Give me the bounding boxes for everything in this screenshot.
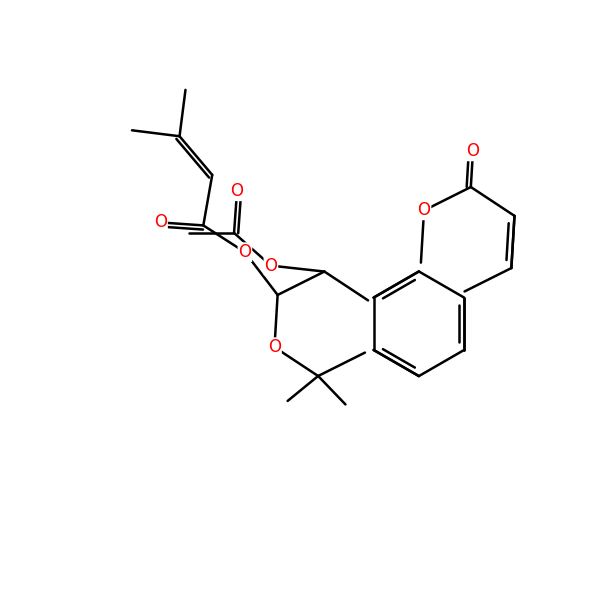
Text: O: O (268, 338, 281, 356)
Text: O: O (154, 214, 167, 232)
Text: O: O (466, 142, 479, 160)
Text: O: O (230, 182, 244, 200)
Text: O: O (238, 243, 251, 261)
Text: O: O (418, 202, 431, 220)
Text: O: O (265, 257, 277, 275)
